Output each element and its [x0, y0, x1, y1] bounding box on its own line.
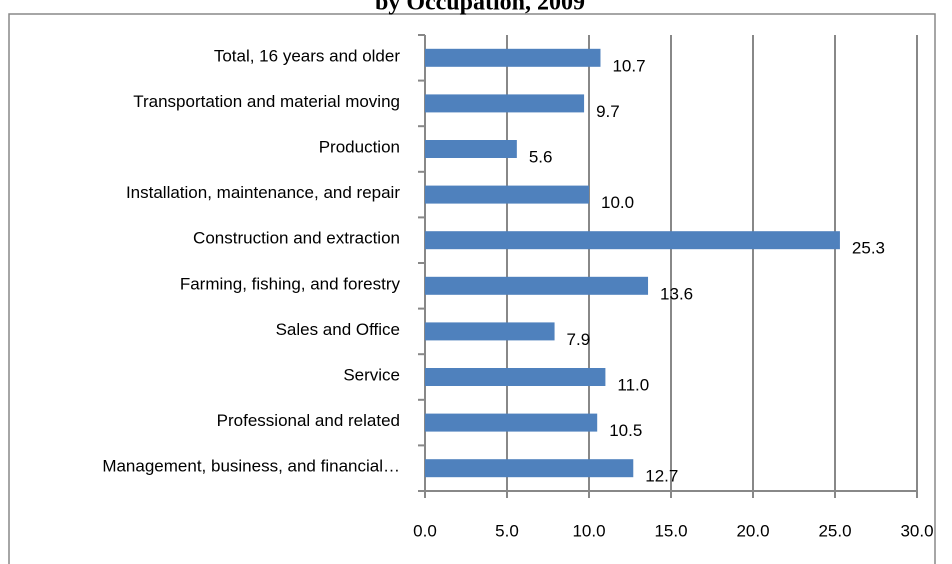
y-tick-label: Management, business, and financial… [102, 457, 400, 476]
bar [425, 276, 649, 295]
x-tick-label: 30.0 [900, 521, 933, 540]
value-label: 7.9 [567, 330, 591, 349]
y-tick-label: Production [319, 137, 400, 156]
y-tick-label: Total, 16 years and older [214, 46, 401, 65]
value-label: 12.7 [645, 467, 678, 486]
x-tick-label: 15.0 [654, 521, 687, 540]
y-tick-label: Construction and extraction [193, 229, 400, 248]
bar [425, 322, 555, 341]
value-label: 13.6 [660, 284, 693, 303]
bar [425, 413, 598, 432]
bar [425, 94, 585, 113]
bar [425, 231, 840, 250]
x-tick-label: 10.0 [572, 521, 605, 540]
value-label: 10.7 [612, 56, 645, 75]
value-label: 10.0 [601, 193, 634, 212]
y-tick-label: Sales and Office [276, 320, 400, 339]
chart-title: by Occupation, 2009 [375, 0, 585, 16]
bar [425, 140, 517, 158]
y-tick-label: Service [343, 365, 400, 384]
bar [425, 459, 634, 478]
value-label: 25.3 [852, 239, 885, 258]
bar [425, 185, 589, 204]
bar [425, 368, 606, 386]
y-tick-label: Farming, fishing, and forestry [180, 274, 401, 293]
y-tick-label: Professional and related [217, 411, 400, 430]
value-label: 11.0 [617, 375, 649, 394]
y-tick-label: Transportation and material moving [133, 92, 400, 111]
bar [425, 48, 601, 67]
value-label: 5.6 [529, 147, 553, 166]
x-tick-label: 5.0 [495, 521, 519, 540]
x-tick-label: 0.0 [413, 521, 437, 540]
x-tick-label: 20.0 [736, 521, 769, 540]
value-label: 10.5 [609, 421, 642, 440]
x-tick-label: 25.0 [818, 521, 851, 540]
value-label: 9.7 [596, 102, 620, 121]
y-tick-label: Installation, maintenance, and repair [126, 183, 400, 202]
